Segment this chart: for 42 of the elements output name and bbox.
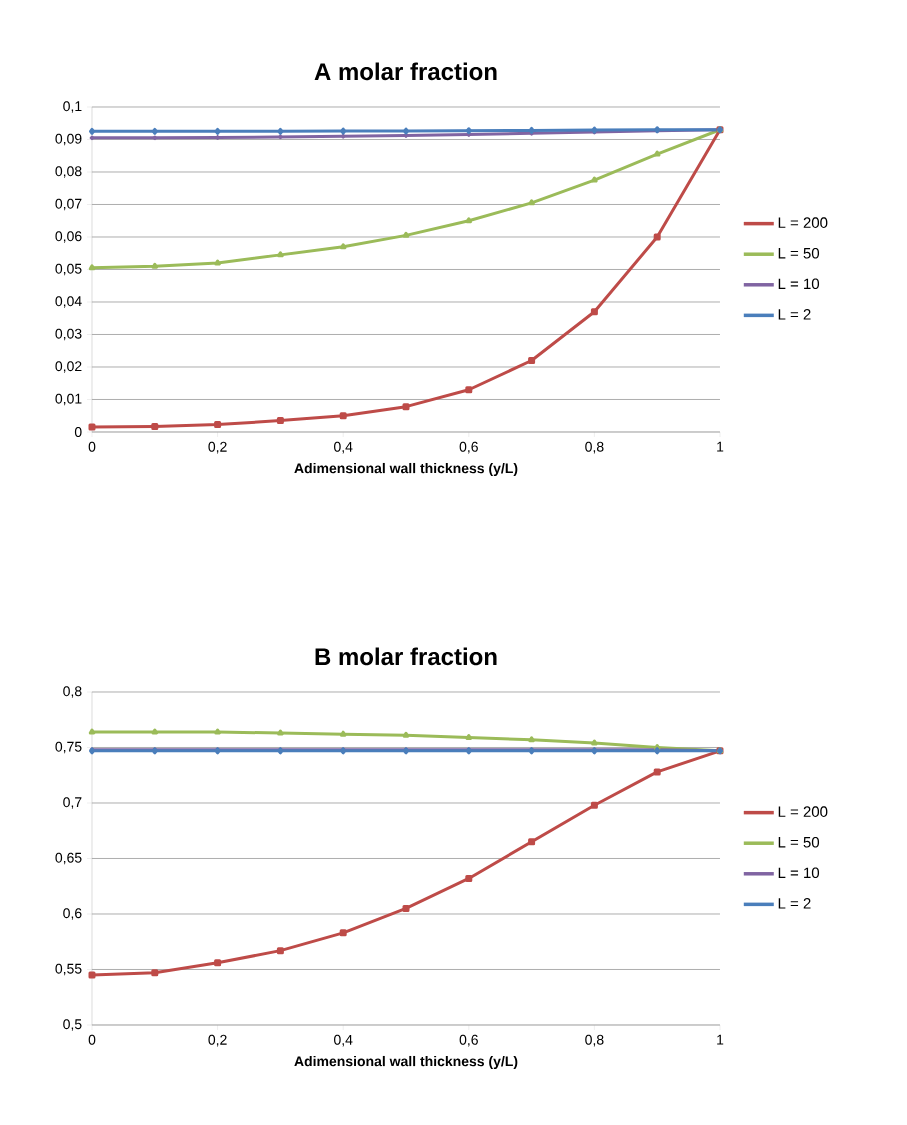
x-tick-label: 0,4 <box>334 441 353 454</box>
legend-label: L = 200 <box>778 217 828 228</box>
x-tick-label: 0,2 <box>208 441 227 454</box>
y-tick-label: 0,5 <box>63 1019 82 1031</box>
legend-label: L = 2 <box>778 309 811 320</box>
legend-label: L = 2 <box>778 898 811 909</box>
x-tick-label: 0 <box>88 441 96 452</box>
legend-label: L = 10 <box>778 867 820 879</box>
y-tick-label: 0,75 <box>55 741 82 754</box>
y-tick-label: 0,1 <box>63 101 82 113</box>
y-tick-label: 0,65 <box>55 852 82 865</box>
y-tick-label: 0,55 <box>55 963 82 976</box>
x-tick-label: 0,2 <box>208 1034 227 1047</box>
y-tick-label: 0 <box>74 427 82 437</box>
legend-label: L = 200 <box>778 806 828 817</box>
y-tick-label: 0,01 <box>55 393 82 406</box>
y-tick-label: 0,02 <box>55 361 82 373</box>
legend-label: L = 50 <box>778 247 820 259</box>
y-tick-label: 0,05 <box>55 263 82 276</box>
y-tick-label: 0,7 <box>63 797 82 809</box>
y-tick-label: 0,08 <box>55 166 82 178</box>
y-tick-label: 0,03 <box>55 328 82 341</box>
x-tick-label: 1 <box>717 441 724 452</box>
legend-label: L = 50 <box>778 836 820 848</box>
x-tick-label: 1 <box>717 1034 724 1045</box>
x-tick-label: 0,4 <box>334 1034 353 1047</box>
x-tick-label: 0,8 <box>585 1034 604 1047</box>
x-tick-label: 0,8 <box>585 441 604 454</box>
y-tick-label: 0,07 <box>55 198 82 211</box>
x-axis-title: Adimensional wall thickness (y/L) <box>294 462 518 477</box>
x-axis-title: Adimensional wall thickness (y/L) <box>294 1055 518 1069</box>
y-tick-label: 0,8 <box>63 686 82 698</box>
chart-title: A molar fraction <box>314 62 497 81</box>
x-tick-label: 0,6 <box>459 1034 478 1047</box>
y-tick-label: 0,09 <box>55 133 82 146</box>
y-tick-label: 0,04 <box>55 296 82 308</box>
y-tick-label: 0,06 <box>55 231 82 243</box>
legend-label: L = 10 <box>778 278 820 290</box>
y-tick-label: 0,6 <box>63 908 82 920</box>
x-tick-label: 0,6 <box>459 441 478 454</box>
x-tick-label: 0 <box>88 1034 96 1045</box>
chart-title: B molar fraction <box>315 647 497 666</box>
